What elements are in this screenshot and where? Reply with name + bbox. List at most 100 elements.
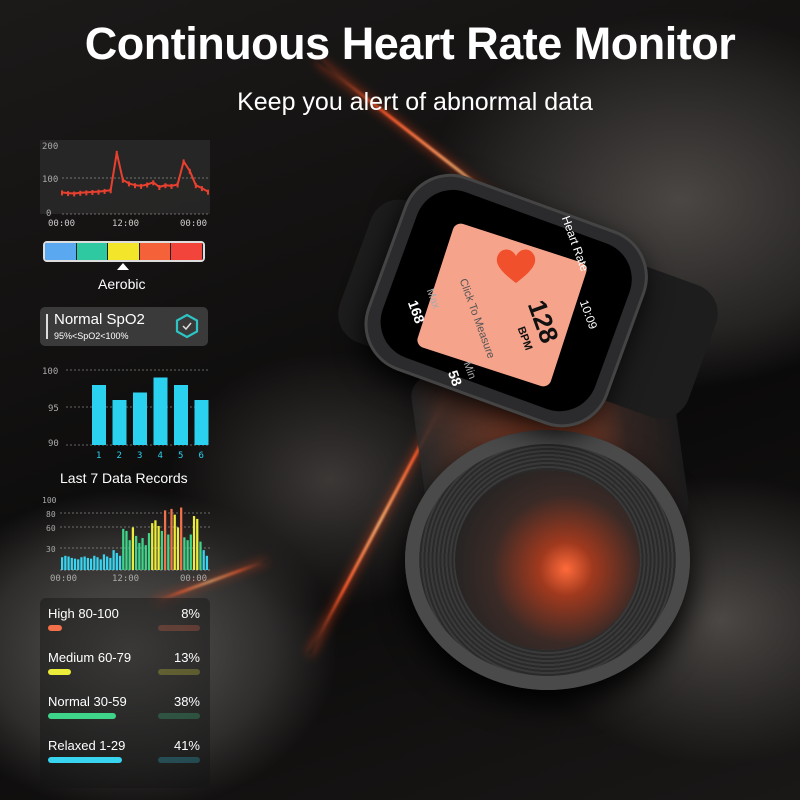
- legend-track: [158, 713, 200, 719]
- y-tick: 30: [46, 545, 56, 554]
- record-bar: [109, 557, 112, 570]
- legend-bar: [48, 625, 63, 631]
- heart-rate-point: [97, 189, 100, 195]
- heart-rate-point: [194, 183, 197, 189]
- x-tick: 12:00: [112, 574, 139, 584]
- legend-percent: 41%: [173, 738, 200, 753]
- zone-segment: [139, 243, 172, 260]
- x-tick: 00:00: [50, 574, 77, 584]
- record-bar: [96, 557, 99, 570]
- x-tick: 00:00: [180, 574, 207, 584]
- record-bar: [205, 555, 209, 570]
- heart-rate-point: [140, 183, 143, 189]
- legend-label: High 80-100: [48, 606, 119, 621]
- spo2-bar: [174, 385, 188, 445]
- heart-rate-point: [170, 183, 173, 189]
- legend-percent: 38%: [173, 694, 200, 709]
- spo2-bar: [194, 400, 209, 445]
- record-bar: [86, 557, 89, 570]
- y-tick: 200: [42, 142, 58, 152]
- record-bar: [202, 550, 205, 570]
- record-bar: [141, 538, 144, 570]
- spo2-status-card: Normal SpO2 95%<SpO2<100%: [40, 307, 208, 346]
- heart-rate-point: [109, 188, 112, 194]
- heart-rate-point: [121, 177, 124, 183]
- heart-rate-point: [73, 191, 76, 197]
- record-bar: [183, 537, 186, 570]
- record-bar: [160, 530, 163, 570]
- zone-segment: [45, 243, 77, 260]
- legend-track: [158, 625, 200, 631]
- legend-percent: 13%: [173, 650, 200, 665]
- record-bar: [64, 555, 67, 570]
- record-bar: [157, 525, 160, 570]
- heart-rate-point: [127, 181, 130, 187]
- y-tick: 100: [42, 367, 58, 377]
- legend-bar: [48, 669, 72, 675]
- heart-rate-point: [115, 150, 118, 156]
- x-tick: 2: [117, 451, 122, 461]
- y-tick: 0: [46, 209, 51, 219]
- legend-label: Medium 60-79: [48, 650, 132, 665]
- heart-rate-point: [200, 186, 203, 192]
- record-bar: [196, 518, 199, 570]
- heart-rate-point: [61, 190, 63, 196]
- heart-rate-chart: 200 100 0 00:00 12:00 00:00: [40, 140, 210, 229]
- record-bar: [180, 507, 183, 570]
- legend-track: [158, 757, 200, 763]
- record-bar: [176, 527, 180, 570]
- y-tick: 60: [46, 524, 56, 533]
- hexagon-check-icon: [175, 313, 199, 339]
- heart-rate-point: [164, 183, 167, 189]
- heart-rate-point: [85, 190, 88, 196]
- legend-label: Normal 30-59: [48, 694, 127, 709]
- record-bar: [99, 559, 102, 570]
- record-bar: [89, 558, 93, 570]
- record-bar: [199, 541, 202, 570]
- y-tick: 90: [48, 439, 59, 449]
- record-bar: [80, 557, 83, 570]
- y-tick: 80: [46, 510, 56, 519]
- heart-rate-point: [134, 183, 136, 189]
- record-bar: [135, 535, 138, 570]
- record-bar: [70, 557, 73, 570]
- record-bar: [67, 556, 70, 570]
- heart-rate-point: [103, 188, 106, 194]
- zone-segment: [171, 243, 203, 260]
- spo2-bar: [112, 400, 127, 445]
- spo2-range: 95%<SpO2<100%: [54, 331, 129, 341]
- record-bar: [163, 510, 167, 570]
- record-bar: [115, 552, 118, 570]
- record-bar: [128, 540, 131, 570]
- divider: [46, 314, 48, 339]
- heart-rate-point: [67, 191, 70, 197]
- charging-puck: [405, 430, 690, 690]
- record-bar: [138, 543, 141, 570]
- y-tick: 95: [48, 404, 59, 414]
- record-bar: [93, 555, 96, 570]
- record-bar: [167, 534, 170, 570]
- zone-label: Aerobic: [98, 276, 146, 292]
- legend-row: Relaxed 1-29 41%: [48, 738, 200, 763]
- y-tick: 100: [42, 175, 58, 185]
- record-bar: [173, 514, 176, 570]
- record-bar: [83, 556, 86, 570]
- x-tick: 6: [199, 451, 204, 461]
- x-tick: 1: [96, 451, 101, 461]
- spo2-bar: [133, 392, 147, 445]
- record-bar: [61, 557, 64, 570]
- record-bar: [131, 527, 135, 570]
- page-subtitle: Keep you alert of abnormal data: [237, 88, 593, 116]
- x-tick: 00:00: [180, 219, 207, 229]
- page-title: Continuous Heart Rate Monitor: [84, 18, 736, 69]
- record-bar: [73, 558, 77, 570]
- puck-glow: [455, 470, 640, 650]
- record-bar: [77, 559, 80, 570]
- stress-legend: High 80-100 8% Medium 60-79 13% Normal 30-59…: [40, 598, 210, 788]
- legend-track: [158, 669, 200, 675]
- zone-segment: [108, 243, 140, 260]
- heart-rate-point: [158, 185, 161, 190]
- spo2-bar: [153, 377, 168, 445]
- heart-rate-point: [207, 189, 209, 195]
- record-bar: [118, 555, 122, 570]
